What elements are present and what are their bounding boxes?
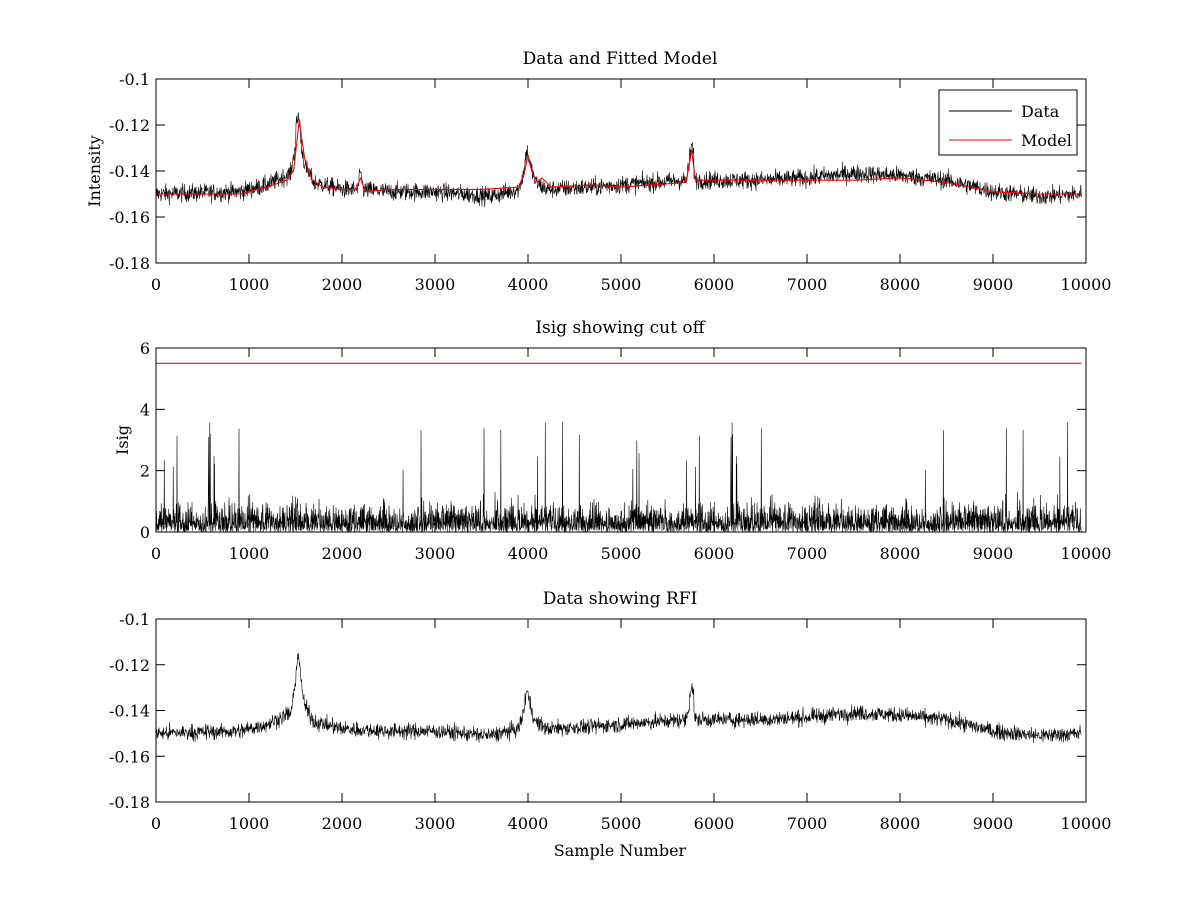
y-tick-label: -0.1	[119, 610, 150, 629]
panel-title: Isig showing cut off	[535, 318, 706, 338]
y-tick-label: -0.14	[109, 162, 150, 181]
y-tick-label: 2	[140, 462, 150, 481]
x-tick-label: 2000	[322, 275, 363, 294]
series-group	[156, 112, 1082, 208]
x-tick-label: 10000	[1061, 814, 1112, 833]
y-tick-label: -0.16	[109, 747, 150, 766]
x-tick-label: 3000	[415, 275, 456, 294]
y-tick-label: 6	[140, 339, 150, 358]
y-tick-label: 0	[140, 523, 150, 542]
legend-label-model: Model	[1021, 131, 1072, 150]
x-tick-label: 3000	[415, 544, 456, 563]
x-tick-label: 1000	[229, 544, 270, 563]
panel-title: Data showing RFI	[543, 589, 698, 609]
x-tick-label: 1000	[229, 275, 270, 294]
x-tick-label: 0	[151, 544, 161, 563]
y-tick-label: -0.12	[109, 116, 150, 135]
y-tick-label: -0.16	[109, 208, 150, 227]
plot-area	[156, 362, 1082, 532]
y-tick-label: -0.12	[109, 656, 150, 675]
legend-label-data: Data	[1021, 102, 1060, 121]
x-tick-label: 2000	[322, 544, 363, 563]
x-tick-label: 0	[151, 275, 161, 294]
y-axis-label: Intensity	[85, 135, 104, 207]
x-tick-label: 0	[151, 814, 161, 833]
x-tick-label: 10000	[1061, 275, 1112, 294]
x-axis-label: Sample Number	[554, 841, 687, 860]
panel-data-rfi: Data showing RFI 0 1000 2000 3000 4000 5000 60…	[109, 589, 1111, 860]
panel-data-and-model: Data and Fitted Model Intensity 0 1000 200…	[85, 49, 1111, 294]
x-tick-label: 7000	[787, 275, 828, 294]
plot-area	[156, 652, 1082, 743]
panel-title: Data and Fitted Model	[523, 49, 718, 69]
x-tick-label: 5000	[601, 544, 642, 563]
y-tick-label: 4	[140, 400, 150, 419]
x-tick-label: 2000	[322, 814, 363, 833]
x-tick-label: 6000	[694, 275, 735, 294]
x-tick-label: 10000	[1061, 544, 1112, 563]
y-tick-label: -0.1	[119, 70, 150, 89]
axes-box	[155, 618, 1087, 803]
y-tick-label: -0.18	[109, 254, 150, 273]
y-tick-label: -0.14	[109, 702, 150, 721]
ticks: 0 1000 2000 3000 4000 5000 6000 7000 8000 9000 100…	[109, 610, 1111, 833]
series-group	[156, 362, 1082, 532]
x-tick-label: 4000	[508, 275, 549, 294]
series-group	[156, 652, 1082, 743]
plot-area	[156, 112, 1082, 208]
ticks: 0 1000 2000 3000 4000 5000 6000 7000 8000 9000 100…	[109, 70, 1111, 294]
signal-series-line	[156, 422, 1082, 532]
x-tick-label: 9000	[973, 544, 1014, 563]
x-tick-label: 1000	[229, 814, 270, 833]
x-tick-label: 4000	[508, 814, 549, 833]
x-tick-label: 8000	[880, 544, 921, 563]
y-tick-label: -0.18	[109, 793, 150, 812]
x-tick-label: 3000	[415, 814, 456, 833]
x-tick-label: 7000	[787, 544, 828, 563]
legend-box	[938, 89, 1078, 156]
x-tick-label: 6000	[694, 544, 735, 563]
model-series-line	[156, 119, 1082, 195]
ticks: 0 1000 2000 3000 4000 5000 6000 7000 8000 9000 100…	[140, 339, 1112, 563]
y-axis-label: Isig	[113, 425, 132, 455]
x-tick-label: 8000	[880, 814, 921, 833]
x-tick-label: 8000	[880, 275, 921, 294]
x-tick-label: 7000	[787, 814, 828, 833]
panel-isig: Isig showing cut off Isig 0 1000 2000 3000 4…	[113, 318, 1111, 563]
legend: Data Model	[938, 89, 1078, 156]
x-tick-label: 5000	[601, 814, 642, 833]
x-tick-label: 4000	[508, 544, 549, 563]
signal-series-line	[156, 652, 1082, 743]
x-tick-label: 9000	[973, 275, 1014, 294]
x-tick-label: 5000	[601, 275, 642, 294]
x-tick-label: 6000	[694, 814, 735, 833]
x-tick-label: 9000	[973, 814, 1014, 833]
